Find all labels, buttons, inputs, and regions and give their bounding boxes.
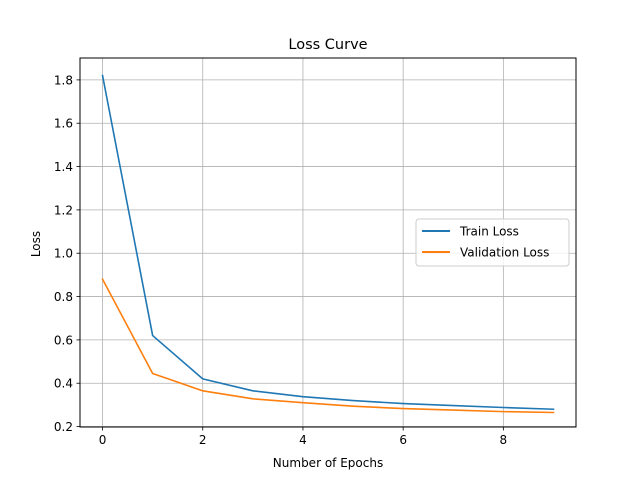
series-line-train-loss (101, 74, 555, 411)
y-tick-label: 0.8 (54, 290, 73, 304)
y-tick-label: 0.4 (54, 377, 73, 391)
y-tick-label: 0.6 (54, 333, 73, 347)
legend-box (415, 218, 570, 267)
y-tick-label: 1.0 (54, 247, 73, 261)
legend: Train Loss Validation Loss (415, 218, 570, 267)
x-tick-label: 8 (500, 433, 508, 447)
legend-label-validation-loss: Validation Loss (460, 246, 549, 260)
x-tick-label: 2 (199, 433, 207, 447)
x-tick-label: 4 (299, 433, 307, 447)
y-tick-label: 1.6 (54, 117, 73, 131)
y-tick-label: 1.2 (54, 203, 73, 217)
y-tick-label: 1.4 (54, 160, 73, 174)
series-line-validation-loss (101, 278, 555, 414)
chart-title: Loss Curve (288, 37, 367, 53)
y-tick-label: 1.8 (54, 73, 73, 87)
x-tick-label: 6 (399, 433, 407, 447)
legend-label-train-loss: Train Loss (459, 225, 519, 239)
axis-ticks: 0 2 4 6 8 0.2 0.4 0.6 0.8 1.0 1.2 1.4 1.6 1.8 (54, 73, 507, 447)
x-tick-label: 0 (99, 433, 107, 447)
plot-frame (79, 57, 577, 428)
series-lines (101, 74, 555, 414)
y-axis-title: Loss (29, 231, 43, 257)
y-tick-label: 0.2 (54, 420, 73, 434)
x-axis-title: Number of Epochs (273, 456, 383, 470)
